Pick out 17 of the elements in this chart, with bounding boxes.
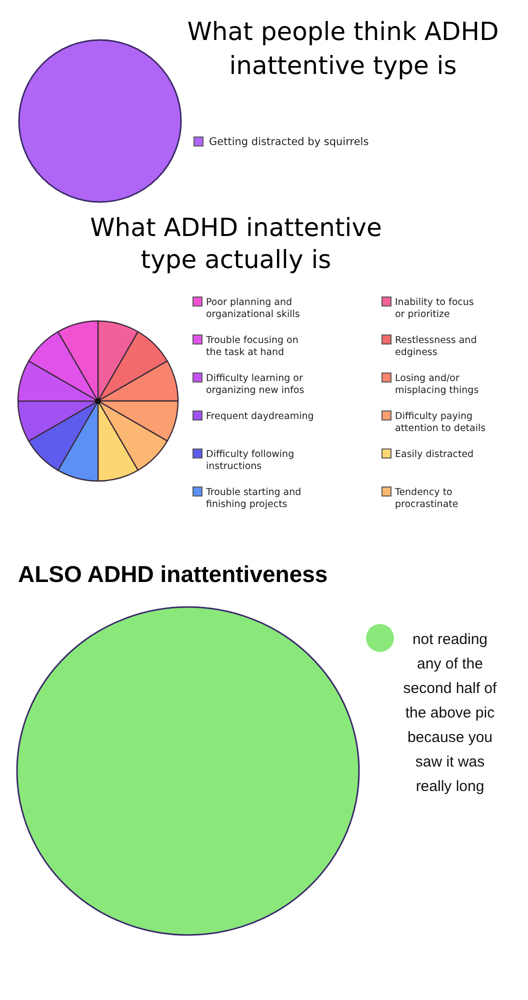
chart-title: What ADHD inattentive type actually is bbox=[90, 213, 382, 274]
legend-label: Frequent daydreaming bbox=[206, 411, 314, 422]
legend-label: not reading any of the second half of the above pic because you saw it was really long bbox=[403, 631, 498, 795]
legend-label: Difficulty paying attention to details bbox=[395, 411, 486, 434]
legend-label: Trouble focusing on the task at hand bbox=[205, 335, 298, 358]
legend-label: Restlessness and edginess bbox=[395, 335, 477, 358]
legend-label: Difficulty learning or organizing new infos bbox=[206, 373, 304, 396]
legend-label: Trouble starting and finishing projects bbox=[205, 487, 302, 510]
chart-title: What people think ADHD inattentive type is bbox=[187, 17, 499, 80]
legend-label: Easily distracted bbox=[395, 449, 474, 460]
legend-label: Difficulty following instructions bbox=[206, 449, 294, 472]
legend-label: Tendency to procrastinate bbox=[394, 487, 458, 510]
chart-title: ALSO ADHD inattentiveness bbox=[18, 561, 328, 587]
legend-label: Poor planning and organizational skills bbox=[206, 297, 300, 320]
legend-label: Getting distracted by squirrels bbox=[209, 136, 369, 148]
legend-label: Inability to focus or prioritize bbox=[395, 297, 474, 320]
legend-label: Losing and/or misplacing things bbox=[395, 373, 479, 396]
